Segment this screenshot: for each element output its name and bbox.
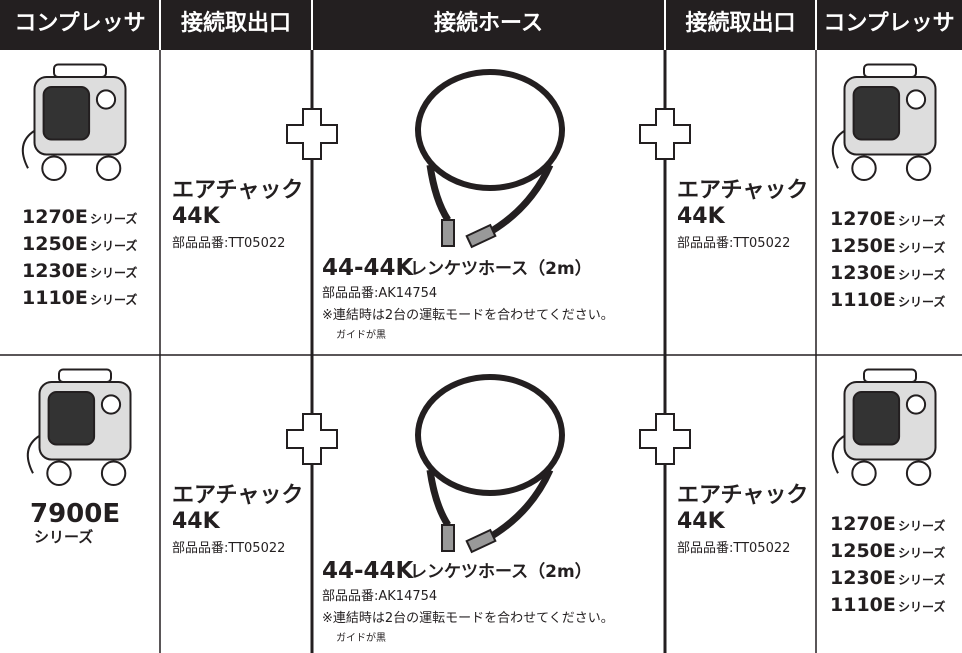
model-number: 1110E <box>830 289 896 311</box>
hose-suffix: レンケツホース（2m） <box>410 259 592 279</box>
hose-guide: ガイドが黒 <box>336 633 386 644</box>
model-number: 1250E <box>22 233 88 255</box>
part-number: 部品品番:AK14754 <box>322 286 438 301</box>
header-dividers <box>159 0 817 50</box>
outlet-size: 44K <box>677 204 725 229</box>
model-suffix: シリーズ <box>898 573 946 587</box>
outlet-size: 44K <box>172 204 220 229</box>
outlet-name: エアチャック <box>172 483 304 508</box>
plus-sign <box>639 413 691 465</box>
model-number: 1250E <box>830 540 896 562</box>
model-suffix: シリーズ <box>90 293 138 307</box>
hose-name: 44-44K <box>322 558 414 584</box>
hose-image <box>415 69 565 249</box>
model-suffix: シリーズ <box>898 600 946 614</box>
outlet-size: 44K <box>172 509 220 534</box>
model-suffix: シリーズ <box>898 268 946 282</box>
model-number: 1110E <box>22 287 88 309</box>
hose-suffix: レンケツホース（2m） <box>410 562 592 582</box>
illustrations <box>21 63 937 554</box>
model-suffix: シリーズ <box>90 266 138 280</box>
compressor-image <box>26 368 132 486</box>
column-header: 接続取出口 <box>685 11 796 36</box>
hose-note: ※連結時は2台の運転モードを合わせてください。 <box>322 308 614 323</box>
model-number: 7900E <box>30 499 121 529</box>
model-number: 1270E <box>830 513 896 535</box>
hose-name: 44-44K <box>322 255 414 281</box>
model-number: 1270E <box>830 208 896 230</box>
hose-guide: ガイドが黒 <box>336 330 386 341</box>
column-header: コンプレッサ <box>14 11 146 36</box>
model-suffix: シリーズ <box>898 214 946 228</box>
model-suffix: シリーズ <box>90 212 138 226</box>
compressor-image <box>831 368 937 486</box>
part-number: 部品品番:AK14754 <box>322 589 438 604</box>
outlet-name: エアチャック <box>172 178 304 203</box>
outlet-name: エアチャック <box>677 483 809 508</box>
compressor-image <box>831 63 937 181</box>
hose-image <box>415 374 565 554</box>
plus-sign <box>286 413 338 465</box>
compressor-image <box>21 63 127 181</box>
model-suffix: シリーズ <box>90 239 138 253</box>
hose-note: ※連結時は2台の運転モードを合わせてください。 <box>322 611 614 626</box>
part-number: 部品品番:TT05022 <box>172 236 286 251</box>
column-header: 接続ホース <box>434 11 543 36</box>
model-suffix: シリーズ <box>34 528 94 546</box>
part-number: 部品品番:TT05022 <box>172 541 286 556</box>
model-number: 1230E <box>22 260 88 282</box>
outlet-name: エアチャック <box>677 178 809 203</box>
model-suffix: シリーズ <box>898 546 946 560</box>
plus-sign <box>639 108 691 160</box>
model-number: 1270E <box>22 206 88 228</box>
part-number: 部品品番:TT05022 <box>677 236 791 251</box>
model-number: 1230E <box>830 567 896 589</box>
column-header: コンプレッサ <box>823 11 955 36</box>
model-number: 1110E <box>830 594 896 616</box>
model-number: 1250E <box>830 235 896 257</box>
model-suffix: シリーズ <box>898 295 946 309</box>
model-suffix: シリーズ <box>898 519 946 533</box>
plus-sign <box>286 108 338 160</box>
model-number: 1230E <box>830 262 896 284</box>
outlet-size: 44K <box>677 509 725 534</box>
model-suffix: シリーズ <box>898 241 946 255</box>
part-number: 部品品番:TT05022 <box>677 541 791 556</box>
column-header: 接続取出口 <box>180 11 291 36</box>
